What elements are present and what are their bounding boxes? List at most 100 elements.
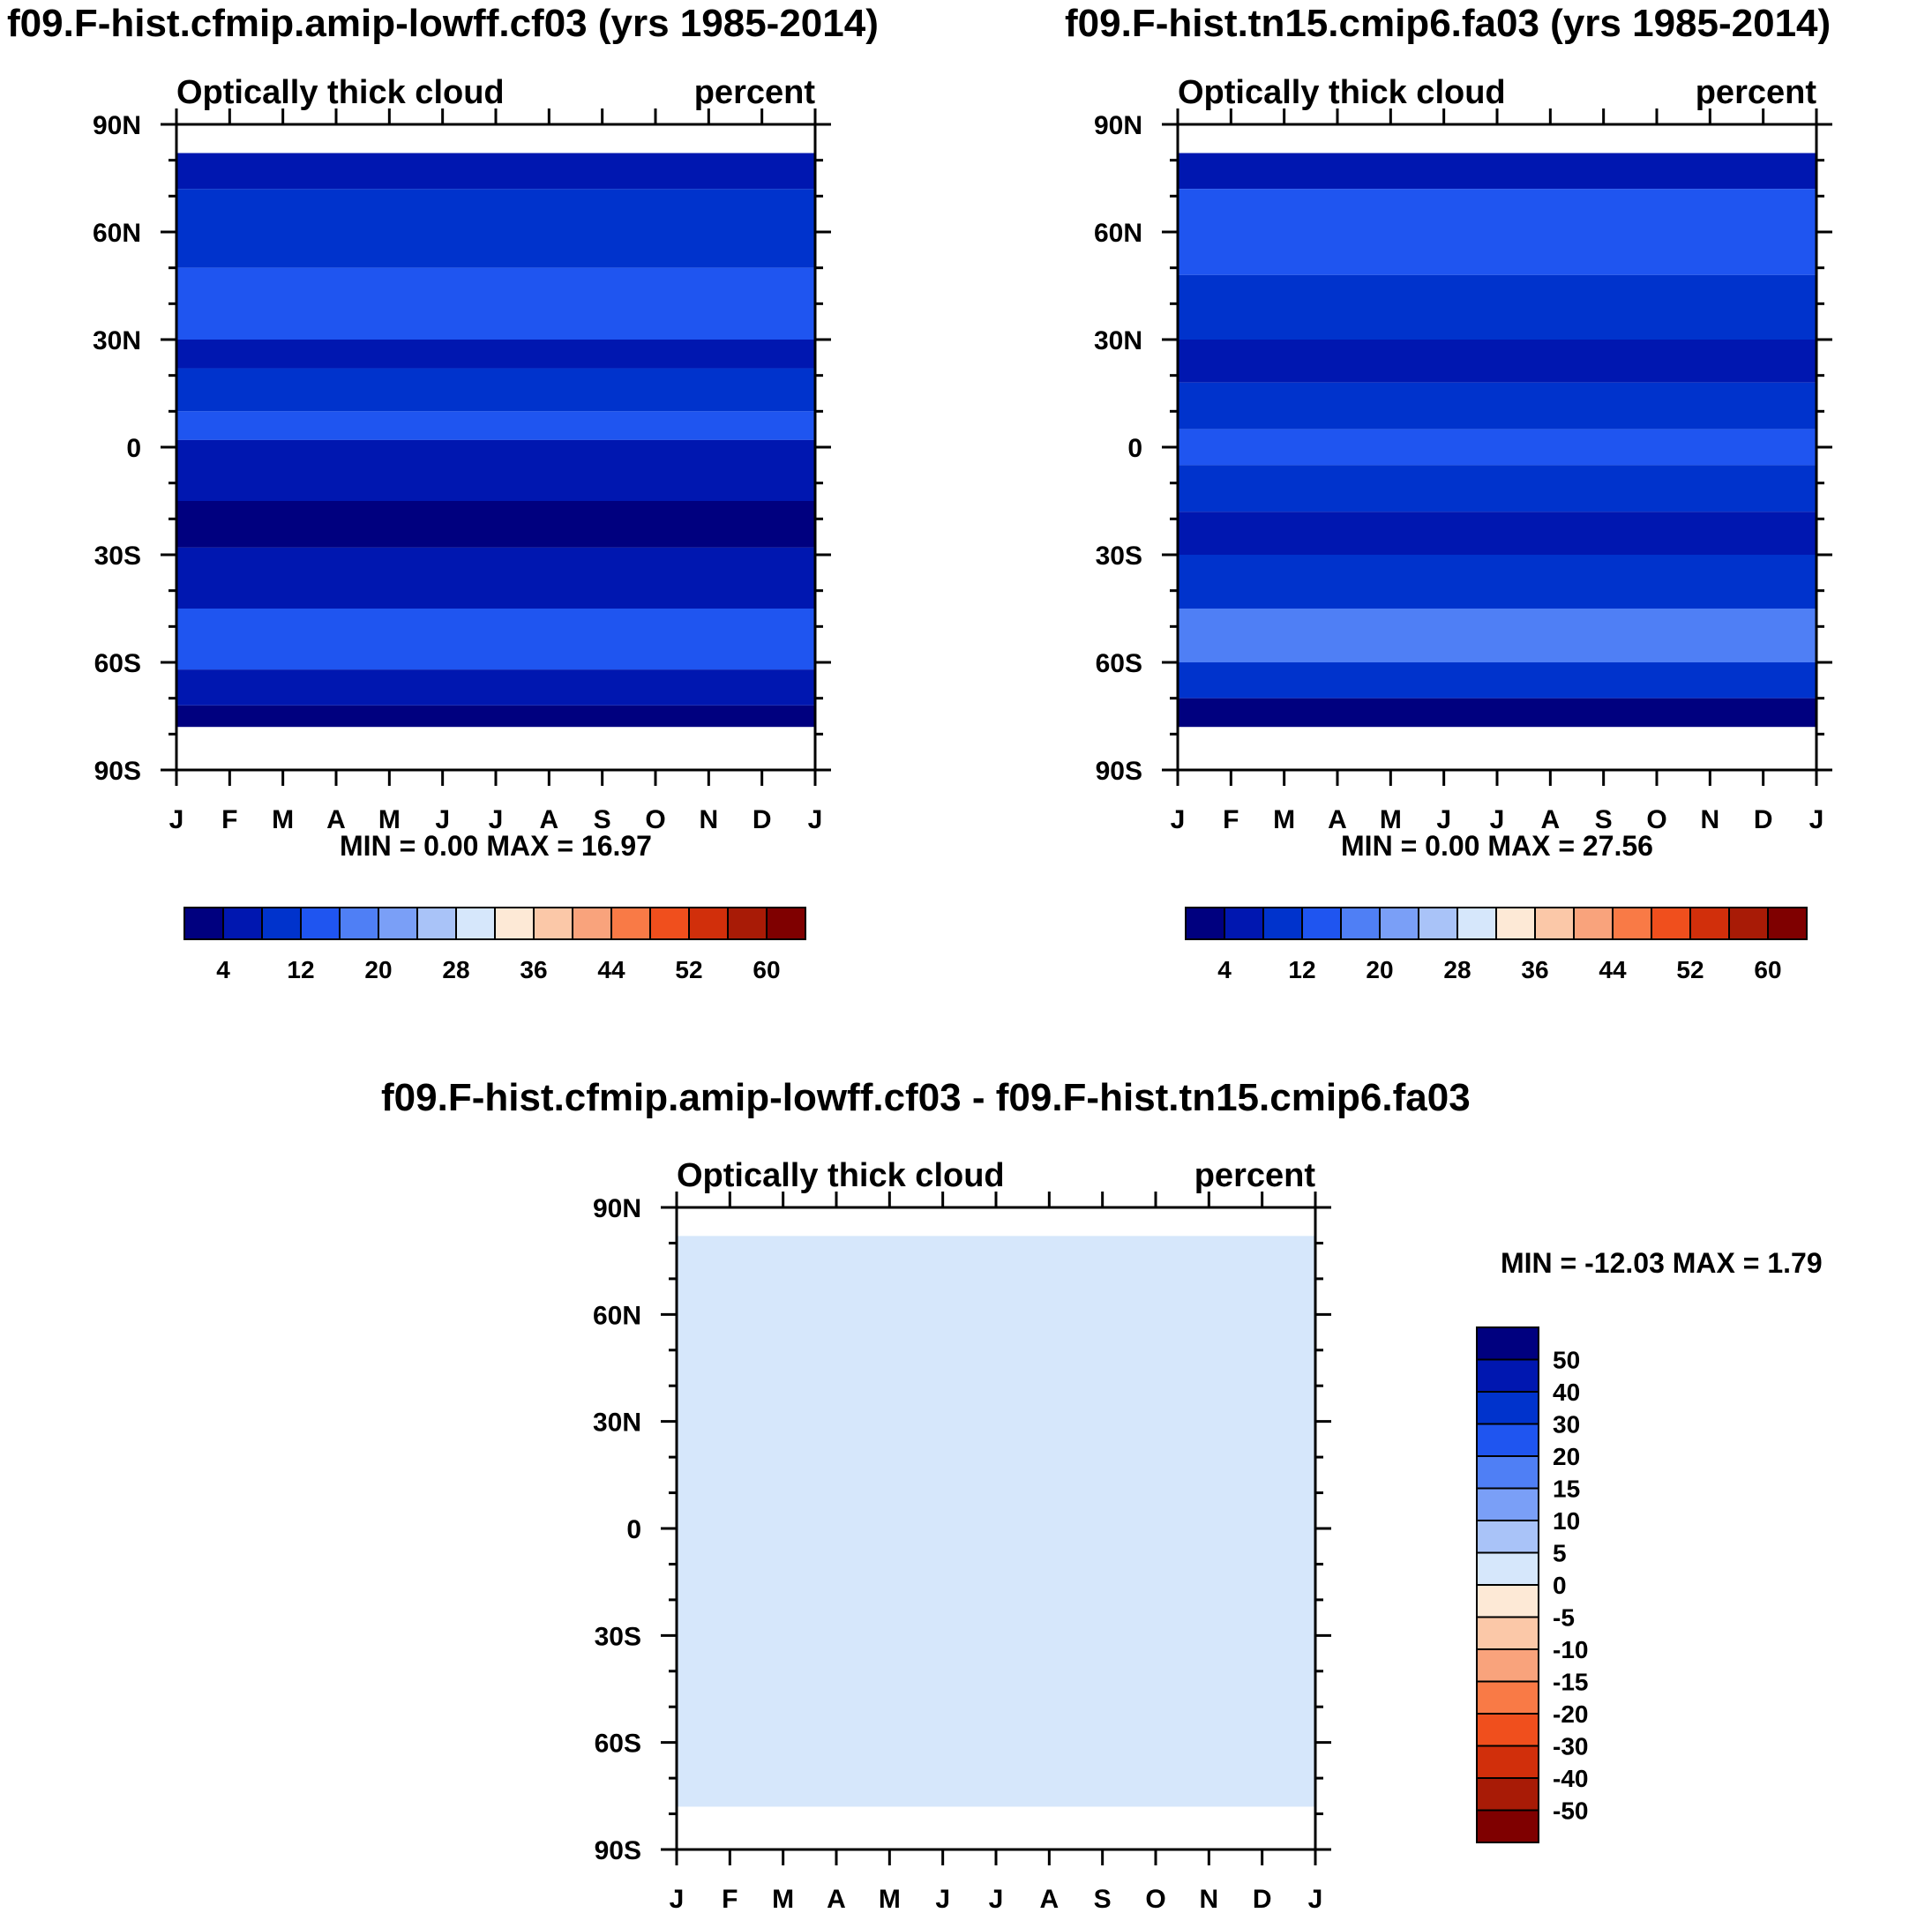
y-tick-label: 90S <box>595 1836 641 1865</box>
contour-band <box>1178 340 1816 383</box>
colorbar-box <box>1476 1648 1539 1683</box>
colorbar-box <box>455 907 496 940</box>
contour-band <box>176 340 815 369</box>
colorbar-box <box>1495 907 1536 940</box>
contour-band <box>176 547 815 609</box>
colorbar-box <box>1476 1520 1539 1554</box>
contour-band <box>176 439 815 501</box>
y-tick-label: 60N <box>593 1301 641 1330</box>
colorbar-label: 40 <box>1553 1379 1580 1406</box>
x-tick-label: S <box>1595 805 1613 834</box>
contour-band <box>176 368 815 412</box>
colorbar-label: 4 <box>216 956 230 983</box>
y-tick-label: 90N <box>1094 111 1142 140</box>
colorbar-label: 20 <box>364 956 392 983</box>
y-tick-label: 30S <box>1096 542 1142 571</box>
contour-band <box>1178 512 1816 555</box>
x-tick-label: S <box>1094 1885 1112 1913</box>
x-tick-label: N <box>1700 805 1719 834</box>
colorbar-box <box>1476 1584 1539 1618</box>
y-tick-label: 60N <box>93 219 141 248</box>
colorbar-box <box>378 907 418 940</box>
colorbar-box <box>1767 907 1808 940</box>
colorbar-label: 12 <box>1288 956 1315 983</box>
contour-band <box>1178 662 1816 699</box>
x-tick-label: M <box>1380 805 1402 834</box>
x-tick-label: J <box>169 805 184 834</box>
y-tick-label: 90S <box>94 757 141 786</box>
colorbar-label: 30 <box>1553 1411 1580 1438</box>
colorbar-box <box>610 907 651 940</box>
colorbar-label: 0 <box>1553 1572 1567 1599</box>
x-tick-label: M <box>272 805 294 834</box>
contour-band <box>176 609 815 670</box>
contour-band <box>176 501 815 548</box>
colorbar-box <box>1476 1326 1539 1361</box>
x-tick-label: D <box>753 805 772 834</box>
colorbar-box <box>1476 1777 1539 1812</box>
heatmap-panel-2: Optically thick cloud percent 90N 60N 30N 0 30… <box>1094 74 1832 862</box>
colorbar-box <box>1476 1616 1539 1650</box>
x-tick-label: A <box>539 805 558 834</box>
y-tick-label: 30S <box>595 1622 641 1651</box>
colorbar-box <box>1476 1551 1539 1586</box>
x-tick-label: J <box>435 805 450 834</box>
x-tick-label: D <box>1754 805 1773 834</box>
colorbar-box <box>1476 1487 1539 1521</box>
x-tick-label: S <box>594 805 611 834</box>
y-tick-label: 30N <box>1094 326 1142 355</box>
x-tick-label: J <box>989 1885 1004 1913</box>
colorbar-box <box>416 907 457 940</box>
colorbar-box <box>1651 907 1691 940</box>
min-max-label: MIN = 0.00 MAX = 16.97 <box>340 830 652 862</box>
x-tick-label: A <box>1039 1885 1059 1913</box>
y-tick-label: 60S <box>595 1730 641 1759</box>
units-label: percent <box>1696 74 1817 111</box>
colorbar-label: 28 <box>1443 956 1471 983</box>
colorbar-label: 36 <box>520 956 547 983</box>
colorbar-box <box>1262 907 1303 940</box>
contour-band <box>176 411 815 440</box>
x-tick-label: J <box>808 805 823 834</box>
contour-band <box>1178 698 1816 728</box>
contour-band <box>1178 153 1816 190</box>
x-tick-label: J <box>935 1885 950 1913</box>
colorbar-label: 44 <box>1599 956 1627 983</box>
contour-band <box>176 267 815 340</box>
colorbar-box <box>1185 907 1225 940</box>
colorbar-box <box>688 907 729 940</box>
colorbar-box <box>1476 1423 1539 1457</box>
colorbar-label: 5 <box>1553 1540 1567 1567</box>
colorbar-box <box>649 907 690 940</box>
colorbar-box <box>1456 907 1497 940</box>
contour-band <box>677 1236 1315 1807</box>
colorbar-label: -30 <box>1553 1733 1588 1760</box>
colorbar-box <box>1224 907 1264 940</box>
contour-band <box>1178 465 1816 512</box>
min-max-label: MIN = 0.00 MAX = 27.56 <box>1341 830 1653 862</box>
units-label: percent <box>694 74 816 111</box>
colorbar-box <box>766 907 806 940</box>
colorbar-box <box>1573 907 1614 940</box>
colorbar-box <box>533 907 573 940</box>
contour-band <box>1178 382 1816 430</box>
colorbar-label: -15 <box>1553 1669 1588 1696</box>
colorbar-label: 4 <box>1217 956 1232 983</box>
colorbar-box <box>1476 1809 1539 1843</box>
colorbar-label: 20 <box>1553 1443 1580 1470</box>
x-tick-label: A <box>326 805 346 834</box>
colorbar-2: 4 12 20 28 36 44 52 60 <box>1185 907 1808 983</box>
colorbar-box <box>261 907 302 940</box>
colorbar-label: -50 <box>1553 1797 1588 1825</box>
x-tick-label: O <box>645 805 665 834</box>
colorbar-label: 44 <box>597 956 625 983</box>
colorbar-box <box>1612 907 1652 940</box>
x-tick-label: M <box>378 805 401 834</box>
heatmap-panel-1: Optically thick cloud percent 90N 60N 30N 0 30… <box>93 74 831 862</box>
colorbar-box <box>1476 1745 1539 1779</box>
colorbar-box <box>339 907 379 940</box>
x-tick-label: J <box>1308 1885 1323 1913</box>
y-tick-label: 90N <box>593 1194 641 1223</box>
